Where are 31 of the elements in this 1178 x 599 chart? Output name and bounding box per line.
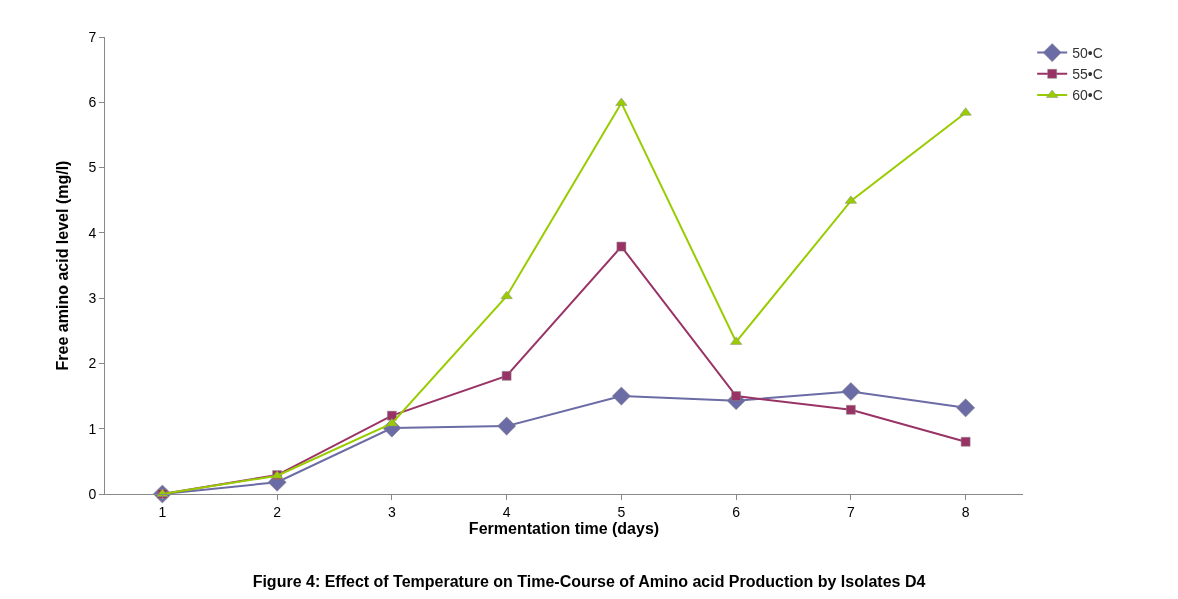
y-tick-label: 2 xyxy=(88,355,97,372)
x-tick-label: 1 xyxy=(158,503,167,520)
x-tick-label: 6 xyxy=(732,503,741,520)
x-tick-label: 2 xyxy=(273,503,282,520)
point xyxy=(846,405,856,415)
y-tick-label: 7 xyxy=(88,28,97,45)
x-axis-title: Fermentation time (days) xyxy=(468,520,660,538)
y-tick-label: 1 xyxy=(88,420,97,437)
x-tick-label: 8 xyxy=(961,503,970,520)
point xyxy=(387,410,397,421)
y-tick-label: 4 xyxy=(88,224,97,241)
y-tick-label: 0 xyxy=(88,485,97,502)
legend-label: 60•C xyxy=(1072,87,1103,104)
y-tick-label: 3 xyxy=(88,290,97,307)
point xyxy=(616,241,627,252)
x-tick-label: 4 xyxy=(502,503,511,520)
point xyxy=(841,382,861,401)
x-tick-label: 3 xyxy=(387,503,396,520)
legend-label: 50•C xyxy=(1072,45,1103,62)
point xyxy=(497,416,516,436)
legend-label: 55•C xyxy=(1072,66,1103,83)
y-tick-label: 6 xyxy=(88,94,97,111)
text: Figure 4: Effect of Temperature on Time-Course of Amino acid Production by Isolates D4 xyxy=(252,573,926,591)
y-axis-title: Free amino acid level (mg/l) xyxy=(54,160,72,371)
point xyxy=(956,398,975,418)
y-tick-label: 5 xyxy=(88,159,97,176)
point xyxy=(501,371,512,381)
point xyxy=(612,386,631,406)
x-tick-label: 7 xyxy=(846,503,855,520)
x-tick-label: 5 xyxy=(617,503,626,520)
point xyxy=(960,437,971,447)
